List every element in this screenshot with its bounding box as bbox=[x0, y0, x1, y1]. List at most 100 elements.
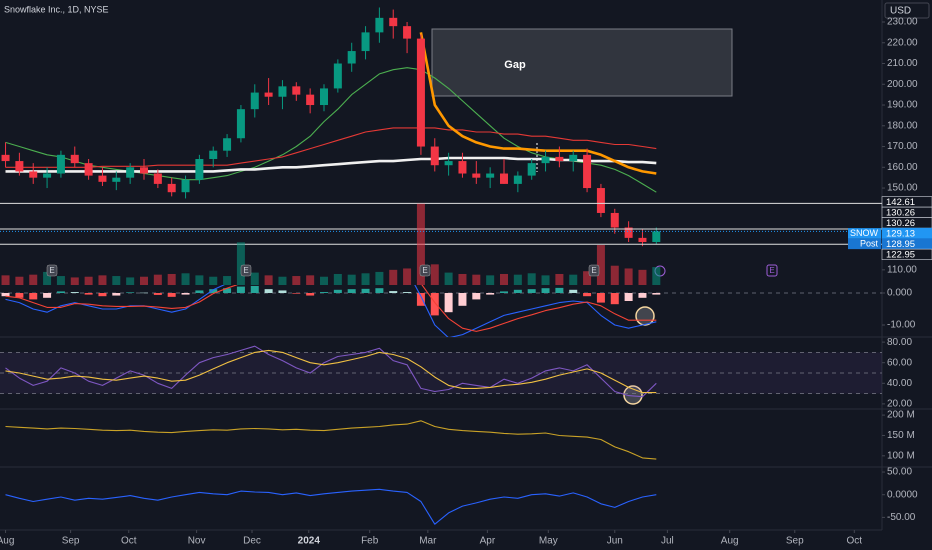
candle-body bbox=[458, 161, 467, 174]
price-tag-label: 130.26 bbox=[886, 218, 915, 229]
volume-bar bbox=[403, 268, 412, 285]
macd-histogram-bar bbox=[610, 293, 619, 305]
candle-body bbox=[555, 156, 564, 162]
macd-histogram-bar bbox=[140, 292, 148, 294]
macd-histogram-bar bbox=[320, 292, 328, 293]
earnings-label: E bbox=[422, 266, 427, 275]
macd-histogram-bar bbox=[264, 289, 273, 293]
macd-histogram-bar bbox=[403, 292, 412, 293]
candle-body bbox=[223, 138, 232, 151]
macd-histogram-bar bbox=[126, 292, 135, 293]
macd-histogram-bar bbox=[223, 288, 232, 293]
macd-histogram-bar bbox=[486, 293, 495, 295]
panel bbox=[0, 7, 882, 247]
macd-histogram-bar bbox=[167, 293, 176, 297]
y-tick-label: 100 M bbox=[887, 450, 915, 461]
candle-body bbox=[527, 163, 536, 176]
macd-histogram-bar bbox=[195, 290, 204, 293]
volume-bar bbox=[153, 274, 162, 285]
indicator-line bbox=[5, 488, 657, 525]
candle-body bbox=[333, 63, 342, 89]
macd-histogram-bar bbox=[181, 293, 190, 295]
panel bbox=[5, 488, 657, 525]
candle-body bbox=[416, 38, 425, 147]
candle-body bbox=[500, 173, 508, 184]
volume-bar bbox=[29, 274, 38, 285]
macd-histogram-bar bbox=[306, 293, 315, 296]
volume-bar bbox=[458, 273, 467, 285]
volume-bar bbox=[195, 275, 204, 285]
macd-histogram-bar bbox=[278, 290, 287, 293]
candle-body bbox=[29, 171, 38, 178]
candle-body bbox=[306, 94, 315, 106]
currency[interactable]: USD bbox=[890, 6, 911, 17]
price-tag-label: 129.13 bbox=[886, 228, 915, 239]
candle-body bbox=[486, 173, 495, 178]
macd-histogram-bar bbox=[1, 293, 10, 297]
candle-body bbox=[292, 86, 301, 95]
volume-bar bbox=[167, 273, 176, 285]
volume-bar bbox=[527, 273, 536, 285]
volume-bar bbox=[306, 275, 315, 285]
volume-bar bbox=[500, 273, 508, 285]
y-tick-label: 110.00 bbox=[887, 264, 917, 275]
y-tick-label: 200 M bbox=[887, 410, 915, 421]
volume-bar bbox=[84, 276, 93, 285]
volume-bar bbox=[112, 276, 121, 285]
indicator-line bbox=[5, 127, 657, 168]
price-tag-name-box bbox=[848, 238, 881, 250]
x-tick-label: Dec bbox=[243, 536, 261, 547]
macd-histogram-bar bbox=[596, 293, 605, 303]
candle-body bbox=[140, 167, 148, 174]
candle-body bbox=[195, 158, 204, 180]
macd-histogram-bar bbox=[29, 293, 38, 300]
x-tick-label: Oct bbox=[847, 536, 863, 547]
y-tick-label: 20.00 bbox=[887, 399, 912, 410]
macd-histogram-bar bbox=[569, 289, 578, 293]
macd-histogram-bar bbox=[583, 293, 592, 297]
volume-bar bbox=[361, 273, 370, 285]
macd-histogram-bar bbox=[70, 292, 79, 293]
earnings-box bbox=[588, 264, 600, 277]
volume-bar bbox=[333, 273, 342, 285]
macd-histogram-bar bbox=[209, 289, 218, 293]
y-tick-label: 230.00 bbox=[887, 17, 918, 28]
candle-body bbox=[153, 173, 162, 184]
volume-bar bbox=[569, 274, 578, 285]
candle-body bbox=[278, 86, 287, 97]
candle-body bbox=[167, 183, 176, 193]
macd-histogram-bar bbox=[112, 293, 121, 296]
candle-body bbox=[513, 175, 522, 184]
volume-bar bbox=[98, 275, 107, 285]
volume-bar bbox=[555, 273, 564, 285]
macd-histogram-bar bbox=[624, 293, 633, 301]
y-tick-label: 80.00 bbox=[887, 337, 912, 348]
earnings-label: E bbox=[591, 266, 596, 275]
macd-histogram-bar bbox=[56, 291, 65, 293]
macd-histogram-bar bbox=[389, 291, 398, 293]
macd-histogram-bar bbox=[541, 288, 550, 293]
volume-bar bbox=[596, 245, 605, 285]
y-tick-label: 0.000 bbox=[887, 288, 912, 299]
currency-box[interactable] bbox=[884, 2, 930, 19]
volume-bar bbox=[389, 269, 398, 285]
x-tick-label: Oct bbox=[121, 536, 137, 547]
candle-body bbox=[250, 92, 259, 110]
panel bbox=[0, 345, 882, 398]
candle-body bbox=[624, 227, 633, 238]
x-tick-label: Aug bbox=[721, 536, 739, 547]
y-tick-label: 190.00 bbox=[887, 100, 918, 111]
price-tag-name: SNOW bbox=[850, 228, 879, 238]
earnings-box bbox=[240, 264, 252, 277]
volume-bar bbox=[610, 265, 619, 285]
candle-body bbox=[236, 109, 245, 139]
candle-body bbox=[569, 154, 578, 162]
indicator-line bbox=[5, 345, 657, 398]
volume-bar bbox=[1, 275, 10, 285]
earnings-box bbox=[46, 264, 58, 277]
price-tag-label: 142.61 bbox=[886, 197, 915, 208]
candle-body bbox=[209, 150, 218, 159]
candle-body bbox=[320, 88, 328, 106]
